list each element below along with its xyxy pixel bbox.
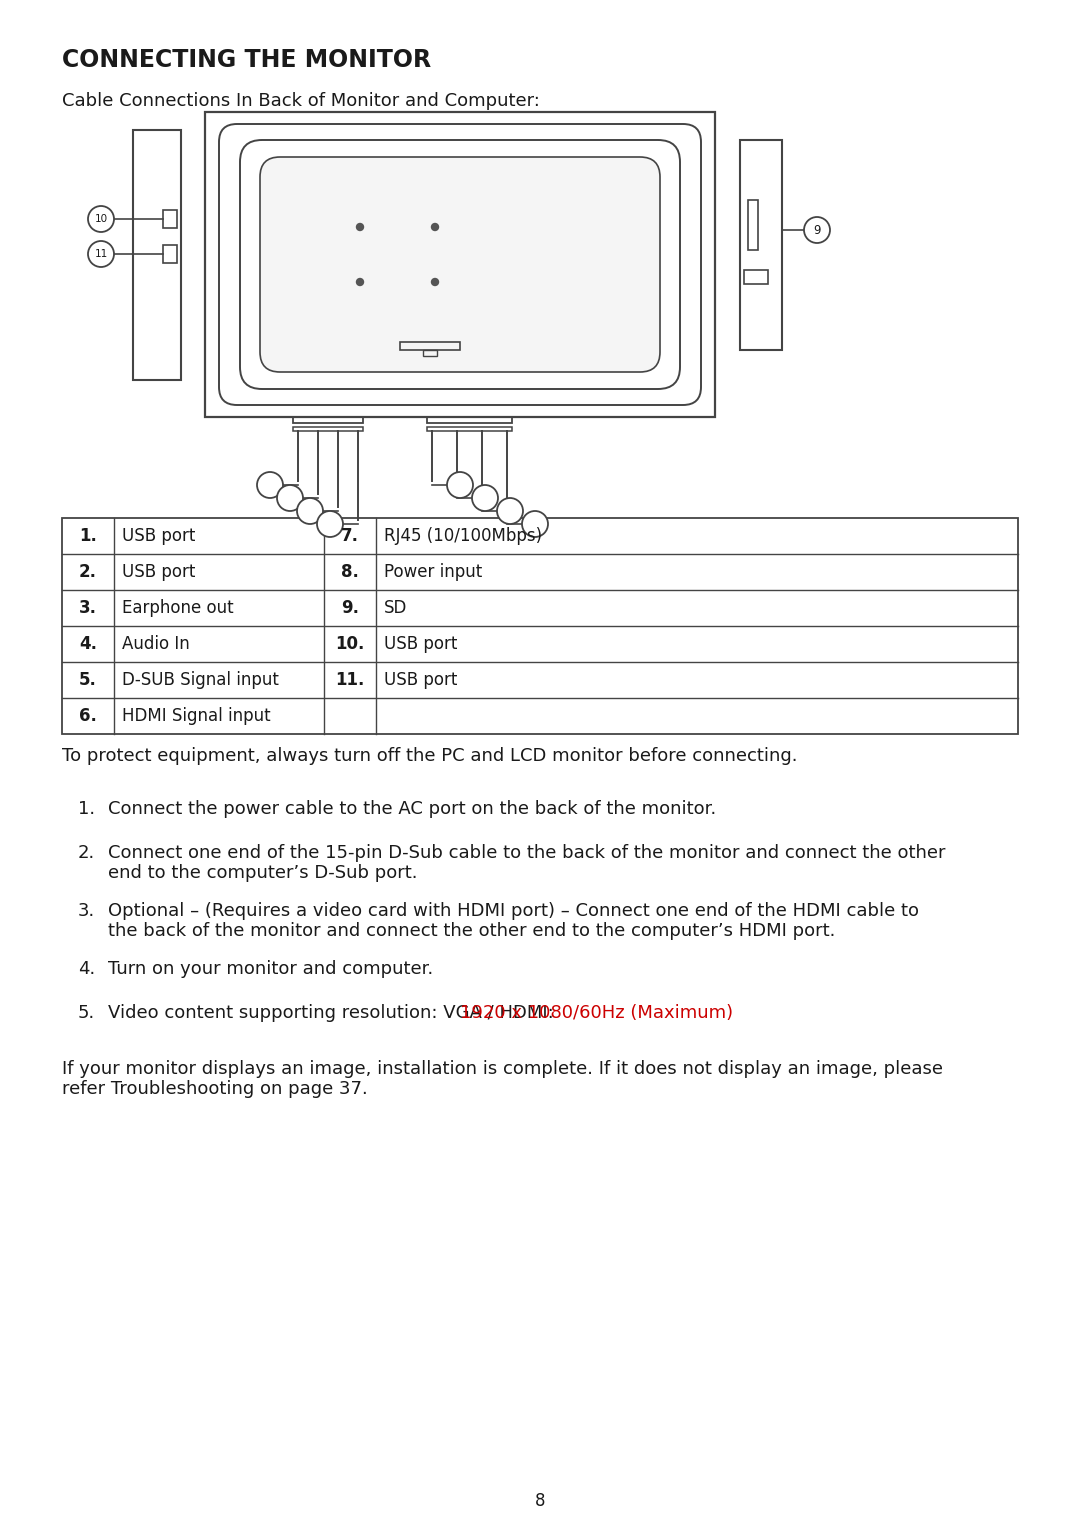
Text: To protect equipment, always turn off the PC and LCD monitor before connecting.: To protect equipment, always turn off th… bbox=[62, 748, 797, 764]
Text: 3.: 3. bbox=[78, 902, 95, 921]
Text: 3.: 3. bbox=[79, 599, 97, 617]
Circle shape bbox=[318, 512, 343, 538]
Text: 6: 6 bbox=[307, 510, 314, 522]
Circle shape bbox=[522, 512, 548, 538]
Text: 4.: 4. bbox=[79, 634, 97, 653]
Circle shape bbox=[804, 218, 831, 244]
Bar bbox=[744, 270, 768, 283]
Text: 11: 11 bbox=[94, 250, 108, 259]
Text: 8: 8 bbox=[535, 1492, 545, 1511]
Circle shape bbox=[276, 486, 303, 512]
Text: 5.: 5. bbox=[78, 1003, 95, 1022]
Text: 4.: 4. bbox=[78, 961, 95, 977]
Circle shape bbox=[87, 205, 114, 231]
Text: 8.: 8. bbox=[341, 562, 359, 581]
Text: 10: 10 bbox=[94, 214, 108, 224]
Text: 11.: 11. bbox=[335, 671, 365, 689]
Text: RJ45 (10/100Mbps): RJ45 (10/100Mbps) bbox=[384, 527, 542, 545]
Bar bbox=[293, 427, 363, 430]
Text: CONNECTING THE MONITOR: CONNECTING THE MONITOR bbox=[62, 47, 431, 72]
Text: Connect one end of the 15-pin D-Sub cable to the back of the monitor and connect: Connect one end of the 15-pin D-Sub cabl… bbox=[108, 844, 945, 863]
Text: If your monitor displays an image, installation is complete. If it does not disp: If your monitor displays an image, insta… bbox=[62, 1060, 943, 1079]
Bar bbox=[62, 518, 1018, 734]
Bar bbox=[163, 210, 177, 228]
Text: Optional – (Requires a video card with HDMI port) – Connect one end of the HDMI : Optional – (Requires a video card with H… bbox=[108, 902, 919, 921]
Text: 5.: 5. bbox=[79, 671, 97, 689]
Text: 2.: 2. bbox=[79, 562, 97, 581]
Circle shape bbox=[257, 472, 283, 498]
Text: 1920 x 1080/60Hz (Maximum): 1920 x 1080/60Hz (Maximum) bbox=[460, 1003, 733, 1022]
Text: the back of the monitor and connect the other end to the computer’s HDMI port.: the back of the monitor and connect the … bbox=[108, 922, 835, 941]
Circle shape bbox=[497, 498, 523, 524]
Text: 9: 9 bbox=[813, 224, 821, 236]
Text: HDMI Signal input: HDMI Signal input bbox=[122, 706, 271, 725]
Text: 2.: 2. bbox=[78, 844, 95, 863]
Text: USB port: USB port bbox=[384, 671, 457, 689]
Text: USB port: USB port bbox=[122, 562, 195, 581]
Circle shape bbox=[356, 279, 364, 285]
Text: 10.: 10. bbox=[335, 634, 365, 653]
Bar bbox=[740, 139, 782, 349]
Text: 5: 5 bbox=[326, 522, 334, 536]
Bar bbox=[748, 201, 758, 250]
FancyBboxPatch shape bbox=[260, 156, 660, 372]
Text: refer Troubleshooting on page 37.: refer Troubleshooting on page 37. bbox=[62, 1080, 368, 1098]
Text: D-SUB Signal input: D-SUB Signal input bbox=[122, 671, 279, 689]
Circle shape bbox=[447, 472, 473, 498]
Circle shape bbox=[432, 224, 438, 230]
Text: USB port: USB port bbox=[384, 634, 457, 653]
Text: end to the computer’s D-Sub port.: end to the computer’s D-Sub port. bbox=[108, 864, 418, 882]
Text: 3: 3 bbox=[507, 510, 514, 522]
Text: 6.: 6. bbox=[79, 706, 97, 725]
Bar bbox=[423, 349, 437, 355]
Circle shape bbox=[87, 241, 114, 267]
Text: 1: 1 bbox=[456, 484, 463, 496]
Text: Turn on your monitor and computer.: Turn on your monitor and computer. bbox=[108, 961, 433, 977]
Bar bbox=[293, 417, 363, 423]
Bar bbox=[205, 112, 715, 417]
Bar bbox=[163, 245, 177, 264]
Bar bbox=[427, 427, 512, 430]
Bar bbox=[133, 130, 181, 380]
Circle shape bbox=[472, 486, 498, 512]
Circle shape bbox=[297, 498, 323, 524]
Bar bbox=[400, 342, 460, 349]
Text: 4: 4 bbox=[531, 522, 539, 536]
Text: 8: 8 bbox=[267, 484, 273, 496]
Circle shape bbox=[356, 224, 364, 230]
Text: 7.: 7. bbox=[341, 527, 359, 545]
Text: Power input: Power input bbox=[384, 562, 483, 581]
Text: Video content supporting resolution: VGA / HDMI:: Video content supporting resolution: VGA… bbox=[108, 1003, 559, 1022]
Text: 7: 7 bbox=[286, 496, 294, 510]
Text: Audio In: Audio In bbox=[122, 634, 190, 653]
Text: 2: 2 bbox=[482, 496, 489, 510]
Text: SD: SD bbox=[384, 599, 407, 617]
Circle shape bbox=[432, 279, 438, 285]
Text: Connect the power cable to the AC port on the back of the monitor.: Connect the power cable to the AC port o… bbox=[108, 800, 716, 818]
Text: USB port: USB port bbox=[122, 527, 195, 545]
Text: 9.: 9. bbox=[341, 599, 359, 617]
Text: 1.: 1. bbox=[79, 527, 97, 545]
Bar bbox=[427, 417, 512, 423]
Text: 1.: 1. bbox=[78, 800, 95, 818]
Text: Cable Connections In Back of Monitor and Computer:: Cable Connections In Back of Monitor and… bbox=[62, 92, 540, 110]
Text: Earphone out: Earphone out bbox=[122, 599, 233, 617]
